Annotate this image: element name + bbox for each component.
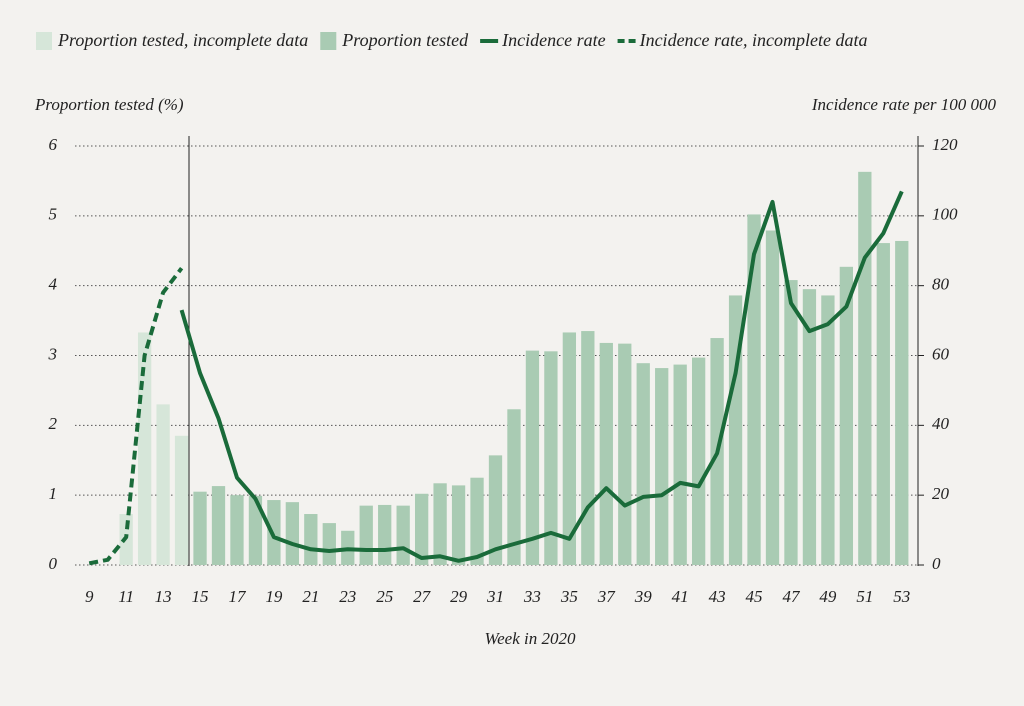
x-tick-label: 17 [228, 587, 247, 606]
bar [211, 486, 226, 565]
bar [193, 491, 207, 565]
y-tick-label: 2 [49, 414, 58, 433]
x-tick-label: 45 [746, 587, 763, 606]
legend-label: Proportion tested [341, 30, 469, 50]
legend: Proportion tested, incomplete data Propor… [36, 30, 868, 50]
bar [156, 404, 170, 565]
bar [765, 230, 780, 565]
x-tick-label: 41 [672, 587, 689, 606]
y-tick-label: 6 [49, 135, 58, 154]
bar [359, 505, 373, 565]
bar [821, 295, 835, 565]
bar [895, 240, 909, 565]
x-tick-label: 15 [192, 587, 209, 606]
y-tick-label: 0 [49, 554, 58, 573]
bar [544, 351, 558, 565]
y2-tick-label: 120 [932, 135, 958, 154]
x-tick-label: 29 [450, 587, 468, 606]
bar [839, 266, 854, 565]
line [179, 190, 904, 563]
bar [581, 331, 595, 565]
x-tick-label: 37 [597, 587, 617, 606]
x-tick-label: 49 [819, 587, 837, 606]
y2-axis-title: Incidence rate per 100 000 [811, 95, 997, 114]
bar [470, 477, 484, 565]
x-tick-label: 13 [155, 587, 172, 606]
x-tick-label: 39 [634, 587, 653, 606]
x-tick-label: 53 [893, 587, 910, 606]
bar [618, 343, 632, 565]
x-tick-label: 31 [486, 587, 504, 606]
bar [802, 289, 817, 565]
bar [174, 435, 189, 565]
bar [433, 483, 447, 565]
bar [451, 485, 466, 565]
bar [858, 171, 872, 566]
legend-swatch [320, 32, 337, 50]
bar [525, 350, 540, 565]
x-tick-label: 35 [560, 587, 578, 606]
legend-label: Proportion tested, incomplete data [57, 30, 308, 50]
x-tick-label: 11 [118, 587, 134, 606]
bar [562, 332, 577, 565]
y2-tick-label: 100 [932, 205, 958, 224]
x-tick-label: 23 [339, 587, 356, 606]
bar [322, 523, 336, 565]
x-tick-label: 43 [709, 587, 726, 606]
bar [876, 243, 890, 565]
bar [248, 495, 263, 565]
bar [784, 280, 798, 565]
x-tick-label: 19 [265, 587, 283, 606]
x-tick-label: 27 [413, 587, 432, 606]
line [88, 266, 184, 566]
x-tick-label: 9 [85, 587, 94, 606]
legend-label: Incidence rate [501, 30, 605, 50]
y-tick-label: 3 [48, 344, 58, 363]
bar [507, 409, 521, 565]
bar [285, 502, 300, 565]
bar [304, 514, 318, 565]
y-tick-label: 4 [49, 275, 58, 294]
bar [691, 357, 706, 565]
y-axis-title: Proportion tested (%) [34, 95, 184, 114]
y-tick-label: 1 [49, 484, 58, 503]
x-tick-label: 33 [523, 587, 541, 606]
bar [414, 493, 429, 565]
legend-swatch [36, 32, 52, 50]
y2-tick-label: 80 [932, 275, 950, 294]
x-tick-label: 47 [782, 587, 801, 606]
bar [230, 495, 244, 565]
x-axis-title: Week in 2020 [485, 629, 576, 648]
x-tick-label: 25 [376, 587, 393, 606]
bar [378, 504, 392, 565]
bar [747, 214, 761, 566]
y2-tick-label: 0 [932, 554, 941, 573]
bar [673, 364, 687, 565]
bar [488, 455, 503, 565]
legend-label: Incidence rate, incomplete data [639, 30, 868, 50]
bar [655, 368, 669, 565]
bar [137, 332, 152, 565]
bar [396, 505, 410, 565]
bar [636, 363, 650, 565]
x-tick-label: 51 [856, 587, 873, 606]
y2-tick-label: 20 [932, 484, 950, 503]
x-tick-label: 21 [302, 587, 319, 606]
y2-tick-label: 40 [932, 414, 950, 433]
y-tick-label: 5 [49, 205, 58, 224]
y2-tick-label: 60 [932, 344, 950, 363]
bar [599, 342, 613, 565]
